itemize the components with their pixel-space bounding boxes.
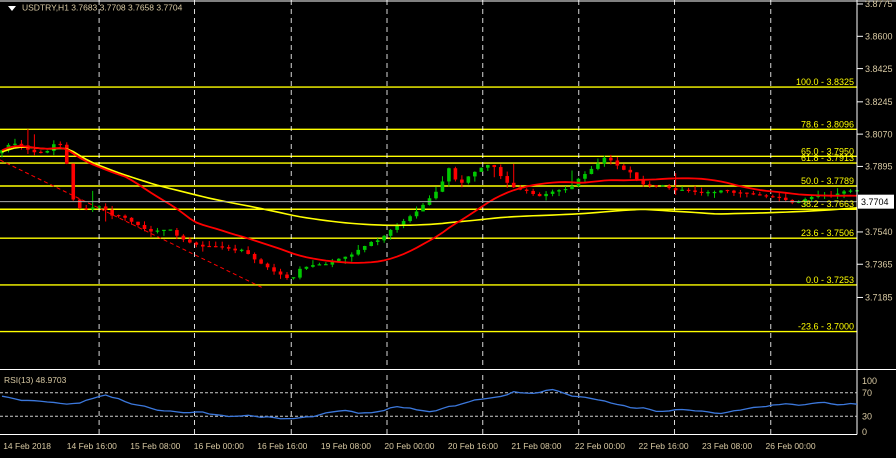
- svg-text:0.0 - 3.7253: 0.0 - 3.7253: [806, 275, 854, 285]
- svg-text:22 Feb 16:00: 22 Feb 16:00: [639, 441, 689, 451]
- svg-text:26 Feb 00:00: 26 Feb 00:00: [766, 441, 816, 451]
- svg-text:30: 30: [862, 412, 872, 422]
- svg-text:23.6 - 3.7506: 23.6 - 3.7506: [801, 228, 854, 238]
- svg-text:3.7365: 3.7365: [865, 259, 893, 269]
- svg-text:RSI(13) 48.9703: RSI(13) 48.9703: [4, 375, 67, 385]
- svg-text:70: 70: [862, 388, 872, 398]
- svg-text:3.8775: 3.8775: [865, 0, 893, 9]
- svg-text:3.7540: 3.7540: [865, 227, 893, 237]
- svg-text:38.2 - 3.7663: 38.2 - 3.7663: [801, 199, 854, 209]
- svg-text:3.8245: 3.8245: [865, 97, 893, 107]
- svg-text:20 Feb 16:00: 20 Feb 16:00: [448, 441, 498, 451]
- svg-text:22 Feb 00:00: 22 Feb 00:00: [575, 441, 625, 451]
- svg-text:14 Feb 16:00: 14 Feb 16:00: [67, 441, 117, 451]
- svg-text:USDTRY,H1 3.7683 3.7708 3.765: USDTRY,H1 3.7683 3.7708 3.7658 3.7704: [22, 3, 183, 13]
- svg-text:20 Feb 00:00: 20 Feb 00:00: [384, 441, 434, 451]
- svg-text:21 Feb 08:00: 21 Feb 08:00: [511, 441, 561, 451]
- svg-text:50.0 - 3.7789: 50.0 - 3.7789: [801, 176, 854, 186]
- svg-text:23 Feb 08:00: 23 Feb 08:00: [702, 441, 752, 451]
- svg-text:100: 100: [862, 376, 877, 386]
- svg-text:14 Feb 2018: 14 Feb 2018: [3, 441, 51, 451]
- svg-text:3.8425: 3.8425: [865, 64, 893, 74]
- svg-text:100.0 - 3.8325: 100.0 - 3.8325: [796, 77, 854, 87]
- svg-text:0: 0: [862, 427, 867, 437]
- svg-text:16 Feb 16:00: 16 Feb 16:00: [257, 441, 307, 451]
- svg-text:16 Feb 00:00: 16 Feb 00:00: [194, 441, 244, 451]
- svg-text:3.7895: 3.7895: [865, 162, 893, 172]
- svg-text:19 Feb 08:00: 19 Feb 08:00: [321, 441, 371, 451]
- svg-text:3.7185: 3.7185: [865, 293, 893, 303]
- svg-text:3.8070: 3.8070: [865, 129, 893, 139]
- svg-text:78.6 - 3.8096: 78.6 - 3.8096: [801, 119, 854, 129]
- svg-text:-23.6 - 3.7000: -23.6 - 3.7000: [798, 322, 854, 332]
- svg-text:3.8600: 3.8600: [865, 32, 893, 42]
- svg-text:15 Feb 08:00: 15 Feb 08:00: [130, 441, 180, 451]
- svg-text:61.8 - 3.7913: 61.8 - 3.7913: [801, 153, 854, 163]
- svg-text:3.7704: 3.7704: [861, 197, 889, 207]
